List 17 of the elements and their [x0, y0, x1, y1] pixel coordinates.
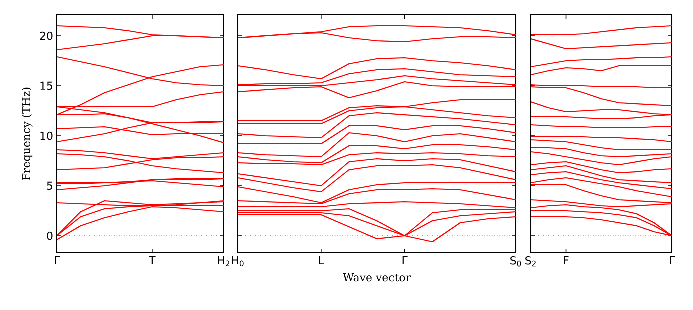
x-tick-label: F: [564, 256, 569, 265]
x-tick-label: T: [149, 256, 156, 265]
x-tick-label: H$_{2}$: [218, 256, 230, 266]
x-axis-title: Wave vector: [343, 274, 412, 282]
x-tick-label: H$_{0}$: [232, 256, 244, 267]
x-tick-label: L: [319, 256, 324, 265]
x-tick-label: Γ: [402, 256, 408, 265]
y-tick-label: 10: [40, 132, 53, 140]
x-tick-label: Γ: [670, 256, 676, 265]
x-tick-label: S$_{2}$: [526, 256, 536, 267]
y-tick-label: 15: [40, 82, 53, 90]
x-tick-label: Γ: [55, 256, 60, 265]
x-tick-label: S$_{0}$: [510, 256, 522, 267]
y-tick-label: 20: [40, 32, 53, 40]
y-axis-title: Frequency (THz): [22, 88, 33, 180]
y-tick-label: 5: [47, 182, 53, 190]
y-tick-label: 0: [47, 232, 53, 240]
